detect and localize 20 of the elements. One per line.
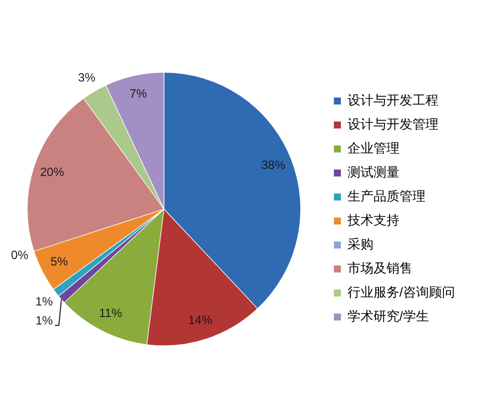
legend-label: 采购 [347,236,374,252]
legend-label: 设计与开发工程 [347,92,438,108]
legend-label: 行业服务/咨询顾问 [347,284,456,300]
data-label: 3% [78,70,96,85]
legend-label: 生产品质管理 [347,188,426,204]
data-label: 11% [99,306,122,320]
data-label: 1% [35,314,54,328]
data-label: 1% [35,294,54,308]
data-label: 20% [40,164,64,179]
data-label: 14% [188,313,213,328]
data-label: 7% [130,86,148,101]
legend-label: 企业管理 [347,140,400,156]
legend-label: 测试测量 [347,164,400,180]
data-label: 5% [50,254,68,269]
legend-label: 设计与开发管理 [347,116,438,132]
data-label: 38% [261,158,286,172]
legend-label: 技术支持 [346,212,400,228]
legend-label: 市场及销售 [347,260,412,276]
legend-label: 学术研究/学生 [347,308,430,324]
text: 0% [10,248,28,262]
